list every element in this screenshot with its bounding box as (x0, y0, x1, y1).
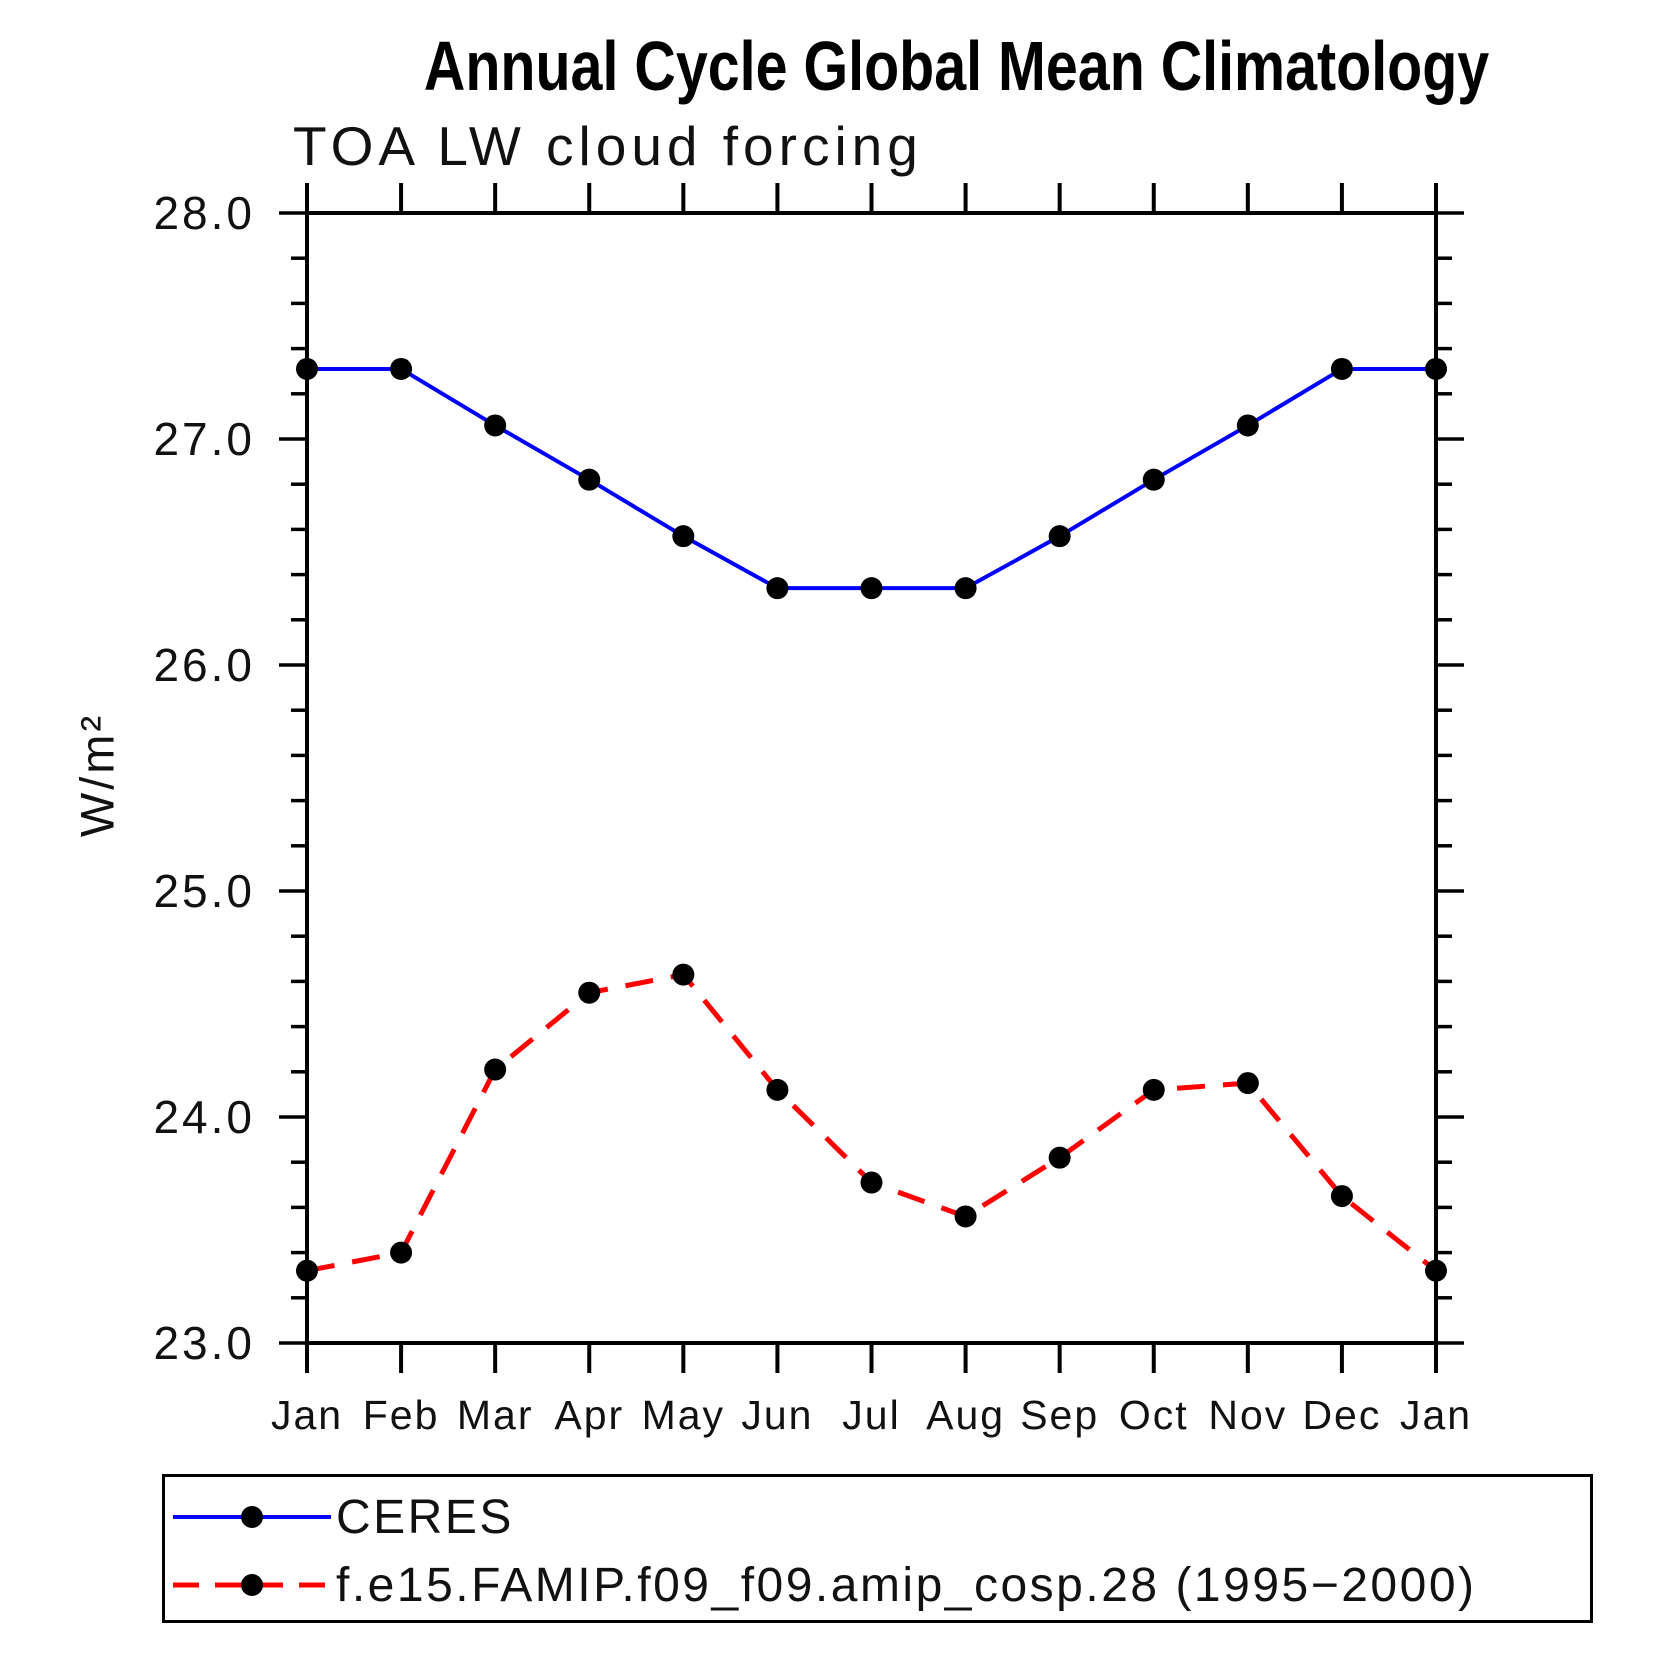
legend-marker-dot (241, 1574, 263, 1596)
data-point-marker (1425, 1259, 1447, 1282)
chart-title: Annual Cycle Global Mean Climatology (307, 26, 1489, 106)
legend-label-ceres: CERES (336, 1490, 514, 1544)
x-tick-label: Aug (926, 1392, 1005, 1438)
data-point-marker (578, 981, 601, 1004)
data-point-marker (296, 1259, 318, 1282)
data-point-marker (1330, 1185, 1353, 1208)
x-tick-label: Oct (1119, 1392, 1189, 1438)
y-tick-label: 27.0 (153, 413, 255, 465)
x-tick-label: Feb (363, 1392, 440, 1438)
x-tick-label: Mar (457, 1392, 534, 1438)
data-point-marker (484, 1058, 507, 1081)
y-tick-label: 28.0 (153, 187, 255, 239)
y-tick-label: 25.0 (153, 865, 255, 917)
x-tick-label: Dec (1302, 1392, 1381, 1438)
legend-item-model: f.e15.FAMIP.f09_f09.amip_cosp.28 (1995−2… (171, 1557, 1477, 1613)
data-point-marker (296, 357, 318, 380)
data-point-marker (954, 577, 977, 600)
x-tick-label: Jun (741, 1392, 813, 1438)
data-point-marker (860, 1171, 883, 1194)
legend-item-ceres: CERES (171, 1489, 514, 1545)
x-tick-label: Jul (842, 1392, 900, 1438)
x-tick-label: Apr (554, 1392, 624, 1438)
data-point-marker (390, 1241, 413, 1264)
y-tick-label: 23.0 (153, 1317, 255, 1369)
x-tick-label: Jan (1400, 1392, 1472, 1438)
data-point-marker (672, 963, 695, 986)
plot-frame (305, 211, 1438, 1345)
model-line-sample-icon (173, 1574, 331, 1596)
y-tick-label: 24.0 (153, 1091, 255, 1143)
legend-marker-dot (241, 1506, 263, 1528)
x-tick-label: Jan (271, 1392, 343, 1438)
data-point-marker (578, 468, 601, 491)
legend: CERES f.e15.FAMIP.f09_f09.amip_cosp.28 (… (162, 1474, 1593, 1623)
data-point-marker (1330, 357, 1353, 380)
data-point-marker (1236, 414, 1259, 437)
data-point-marker (484, 414, 507, 437)
data-point-marker (860, 577, 883, 600)
x-tick-label: Sep (1020, 1392, 1099, 1438)
x-tick-label: Nov (1208, 1392, 1287, 1438)
model-line (306, 971, 1438, 1274)
chart-subtitle: TOA LW cloud forcing (293, 115, 923, 177)
data-point-marker (1048, 1146, 1071, 1169)
ceres-line (307, 366, 1436, 591)
ceres-line-sample-icon (173, 1506, 331, 1528)
data-point-marker (954, 1205, 977, 1228)
data-point-marker (1142, 1078, 1165, 1101)
data-point-marker (672, 525, 695, 548)
chart-title-text: Annual Cycle Global Mean Climatology (423, 27, 1490, 105)
data-point-marker (766, 577, 789, 600)
data-point-marker (1425, 357, 1447, 380)
data-point-marker (1236, 1072, 1259, 1095)
x-tick-label: May (642, 1392, 725, 1438)
data-point-marker (1142, 468, 1165, 491)
legend-label-model: f.e15.FAMIP.f09_f09.amip_cosp.28 (1995−2… (336, 1558, 1477, 1612)
y-tick-label: 26.0 (153, 639, 255, 691)
data-point-marker (390, 357, 413, 380)
data-point-marker (766, 1078, 789, 1101)
data-point-marker (1048, 525, 1071, 548)
